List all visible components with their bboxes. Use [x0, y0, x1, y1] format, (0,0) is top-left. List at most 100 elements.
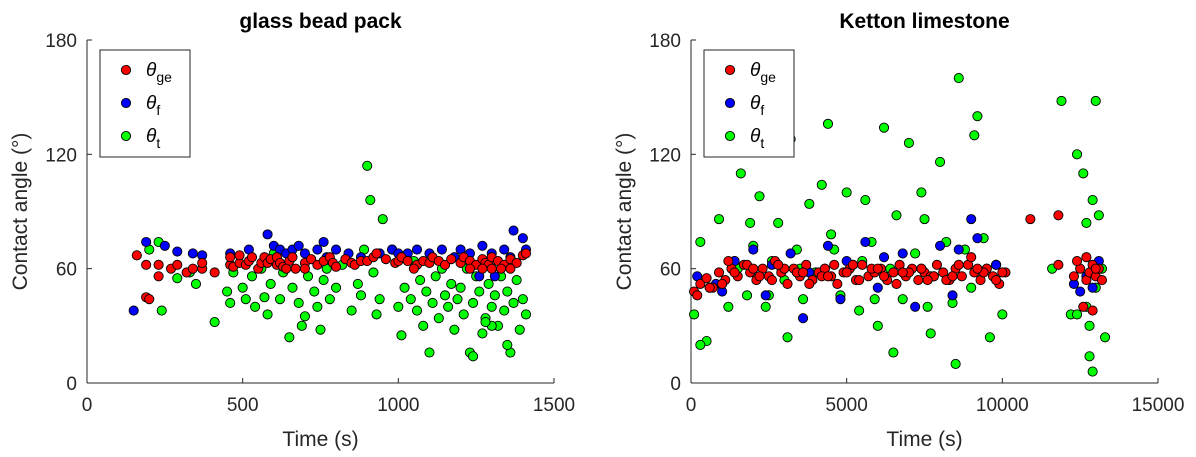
data-point: [785, 248, 796, 259]
data-point: [520, 248, 532, 259]
data-point: [468, 351, 479, 362]
data-point: [187, 263, 198, 274]
data-point: [826, 229, 837, 240]
data-point: [966, 214, 977, 225]
data-point: [296, 320, 307, 331]
data-point: [713, 214, 725, 225]
chart-glass-bead-pack: 0 500 1000 1500 0 60 120 180 glass bead pack Time…: [9, 10, 575, 451]
data-point: [1100, 332, 1111, 343]
legend-marker: [120, 64, 132, 76]
data-point: [259, 292, 270, 303]
data-point: [947, 290, 958, 301]
data-point: [919, 214, 930, 225]
data-point: [468, 297, 479, 309]
y-axis-label: Contact angle (°): [613, 133, 636, 291]
data-point: [464, 263, 475, 274]
data-point: [847, 259, 858, 270]
data-point: [997, 267, 1008, 278]
data-point: [477, 240, 488, 251]
data-point: [860, 236, 871, 248]
data-point: [265, 278, 276, 289]
data-point: [156, 305, 167, 316]
data-point: [1078, 301, 1089, 312]
data-point: [1096, 275, 1108, 286]
data-point: [520, 309, 532, 320]
data-point: [766, 275, 777, 286]
data-point: [804, 198, 815, 209]
legend-entry: θf: [750, 93, 764, 118]
data-point: [1084, 320, 1095, 331]
data-point: [798, 267, 809, 278]
data-point: [430, 271, 441, 282]
data-point: [517, 294, 528, 305]
legend-entry: θt: [750, 126, 764, 151]
data-point: [773, 259, 784, 270]
data-point: [371, 309, 382, 320]
legend-marker: [120, 97, 132, 109]
x-tick-label: 500: [227, 395, 259, 416]
data-point: [822, 118, 834, 129]
data-point: [299, 311, 310, 322]
data-point: [355, 290, 367, 301]
data-point: [947, 271, 958, 282]
data-point: [829, 259, 840, 270]
legend-marker: [724, 64, 736, 76]
data-point: [362, 160, 373, 171]
legend-marker: [120, 130, 132, 142]
data-point: [723, 255, 734, 267]
data-point: [832, 278, 843, 289]
data-point: [878, 271, 890, 282]
y-tick-label: 120: [45, 145, 77, 166]
chart-ketton-limestone: 0 5000 10000 15000 0 60 120 180 Ketton limestone…: [613, 10, 1184, 451]
data-point: [1056, 95, 1067, 107]
data-point: [306, 254, 317, 265]
data-point: [922, 275, 933, 286]
data-point: [511, 275, 522, 286]
y-tick-label: 120: [649, 145, 681, 166]
data-point: [717, 278, 728, 289]
data-point: [396, 330, 407, 341]
data-point: [969, 130, 980, 141]
data-point: [187, 248, 198, 259]
data-point: [822, 271, 834, 282]
data-point: [872, 282, 883, 293]
data-point: [324, 294, 335, 305]
data-point: [695, 339, 706, 350]
data-point: [754, 191, 765, 202]
data-point: [274, 294, 286, 305]
data-point: [489, 290, 500, 301]
y-tick-label: 60: [660, 260, 681, 281]
data-point: [1068, 271, 1079, 282]
data-point: [950, 358, 961, 369]
data-point: [190, 278, 202, 289]
data-point: [408, 263, 419, 274]
x-tick-label: 1500: [533, 395, 575, 416]
data-point: [723, 301, 734, 312]
data-point: [496, 263, 507, 274]
data-point: [352, 278, 363, 289]
data-point: [421, 286, 432, 297]
data-point: [735, 168, 746, 179]
data-point: [131, 250, 142, 261]
data-point: [486, 301, 497, 312]
data-point: [477, 263, 488, 274]
data-point: [1072, 149, 1083, 160]
data-point: [225, 297, 236, 309]
data-point: [318, 275, 329, 286]
data-point: [888, 347, 899, 358]
data-point: [748, 263, 759, 274]
data-point: [891, 210, 902, 221]
data-point: [745, 217, 756, 228]
data-point: [972, 233, 983, 244]
data-point: [436, 244, 447, 255]
data-point: [841, 267, 852, 278]
data-point: [446, 254, 457, 265]
data-point: [953, 73, 964, 84]
x-tick-label: 5000: [826, 395, 868, 416]
data-point: [246, 252, 258, 263]
data-point: [287, 252, 298, 263]
data-point: [455, 282, 466, 293]
data-point: [695, 236, 706, 248]
x-axis-label: Time (s): [282, 428, 358, 451]
data-point: [1072, 309, 1083, 320]
